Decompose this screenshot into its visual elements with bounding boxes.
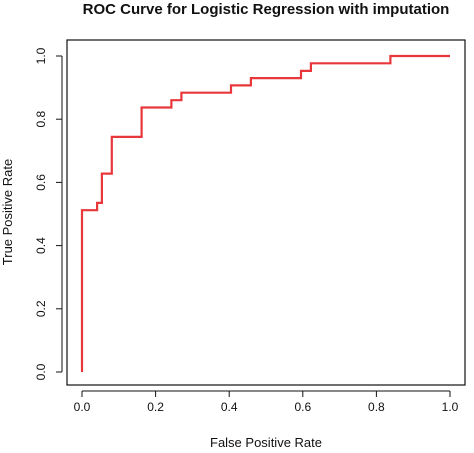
x-tick-label: 0.8 xyxy=(368,400,385,414)
x-tick-label: 1.0 xyxy=(442,400,459,414)
y-axis-title: True Positive Rate xyxy=(0,159,15,265)
chart-title: ROC Curve for Logistic Regression with i… xyxy=(83,1,450,18)
roc-curve-line xyxy=(80,54,450,372)
x-tick-label: 0.6 xyxy=(294,400,311,414)
y-tick-label: 0.6 xyxy=(34,174,48,191)
x-tick-label: 0.0 xyxy=(74,400,91,414)
y-axis: 0.0 0.2 0.4 0.6 0.8 1.0 xyxy=(34,47,63,380)
y-tick-label: 0.0 xyxy=(34,363,48,380)
x-axis: 0.0 0.2 0.4 0.6 0.8 1.0 xyxy=(74,390,459,414)
x-tick-label: 0.4 xyxy=(221,400,238,414)
plot-frame xyxy=(66,39,466,386)
y-tick-label: 0.8 xyxy=(34,111,48,128)
y-tick-label: 1.0 xyxy=(34,47,48,64)
y-tick-label: 0.4 xyxy=(34,237,48,254)
x-axis-title: False Positive Rate xyxy=(210,435,322,450)
x-tick-label: 0.2 xyxy=(147,400,164,414)
y-tick-label: 0.2 xyxy=(34,300,48,317)
